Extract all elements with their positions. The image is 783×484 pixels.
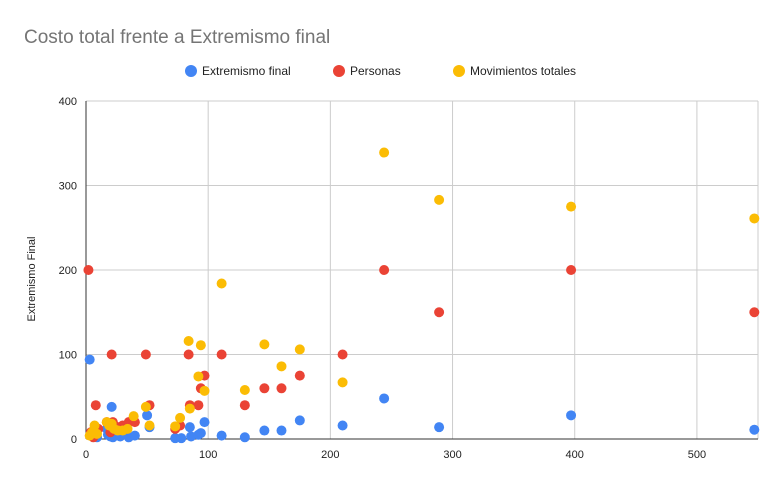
data-point	[170, 421, 181, 432]
data-point	[184, 422, 195, 433]
series-2	[83, 265, 760, 443]
data-point	[129, 430, 140, 441]
gridlines	[86, 100, 759, 439]
data-point	[259, 425, 270, 436]
y-tick-label: 200	[59, 265, 77, 277]
tick-labels: 0 100 200 300 400 0 100 200 300 400 500	[59, 96, 706, 461]
y-axis-title: Extremismo Final	[26, 237, 38, 322]
data-point	[91, 428, 102, 439]
legend-marker	[453, 65, 465, 77]
data-point	[176, 433, 187, 444]
x-tick-label: 500	[688, 449, 706, 461]
data-point	[89, 420, 100, 431]
data-point	[83, 265, 94, 275]
data-point	[216, 430, 227, 441]
data-point	[195, 428, 206, 439]
data-point	[259, 383, 270, 394]
data-point	[379, 393, 390, 404]
data-point	[239, 432, 250, 443]
legend-label: Extremismo final	[202, 64, 291, 78]
x-tick-label: 0	[83, 449, 89, 461]
data-point	[566, 201, 577, 212]
data-point	[337, 420, 348, 431]
x-tick-label: 300	[443, 449, 461, 461]
x-tick-label: 100	[199, 449, 217, 461]
data-point	[259, 339, 270, 350]
data-point	[239, 400, 250, 411]
y-tick-label: 100	[59, 350, 77, 362]
data-point	[239, 384, 250, 395]
legend-label: Movimientos totales	[470, 64, 576, 78]
data-point	[434, 422, 445, 433]
legend: Extremismo final Personas Movimientos tota…	[185, 64, 576, 78]
legend-item: Personas	[333, 64, 401, 78]
x-tick-label: 200	[321, 449, 339, 461]
legend-item: Extremismo final	[185, 64, 291, 78]
data-point	[90, 400, 101, 411]
data-point	[434, 194, 445, 205]
data-point	[294, 370, 305, 381]
data-point	[276, 361, 287, 372]
data-point	[128, 411, 139, 422]
x-tick-label: 400	[566, 449, 584, 461]
data-point	[142, 410, 153, 421]
data-point	[140, 349, 151, 360]
data-point	[144, 420, 155, 431]
y-tick-label: 300	[59, 181, 77, 193]
data-point	[84, 354, 95, 365]
data-point	[183, 335, 194, 346]
data-point	[294, 415, 305, 426]
data-point	[566, 410, 577, 421]
data-point	[337, 349, 348, 360]
data-point	[140, 401, 151, 412]
data-point	[749, 424, 760, 435]
data-point	[276, 425, 287, 436]
data-point	[566, 265, 577, 275]
data-point	[199, 417, 210, 428]
data-point	[216, 349, 227, 360]
data-point	[122, 423, 133, 434]
legend-item: Movimientos totales	[453, 64, 576, 78]
data-point	[216, 278, 227, 289]
data-point	[294, 344, 305, 355]
legend-marker	[333, 65, 345, 77]
data-point	[379, 147, 390, 158]
series-1	[84, 354, 760, 444]
data-point	[193, 400, 204, 411]
data-point	[379, 265, 390, 275]
data-point	[199, 385, 210, 396]
data-point	[106, 401, 117, 412]
chart-title: Costo total frente a Extremismo final	[24, 27, 330, 48]
data-point	[175, 412, 186, 423]
data-point	[749, 307, 760, 318]
data-point	[184, 403, 195, 414]
data-point	[106, 349, 117, 360]
data-point	[276, 383, 287, 394]
data-point	[183, 349, 194, 360]
legend-marker	[185, 65, 197, 77]
data-point	[195, 340, 206, 351]
data-point	[749, 213, 760, 224]
y-tick-label: 0	[71, 434, 77, 446]
data-point	[434, 307, 445, 318]
y-tick-label: 400	[59, 96, 77, 108]
legend-label: Personas	[350, 64, 401, 78]
data-point	[193, 371, 204, 382]
data-point	[337, 377, 348, 388]
series-3	[84, 147, 760, 441]
data-points	[83, 147, 760, 444]
